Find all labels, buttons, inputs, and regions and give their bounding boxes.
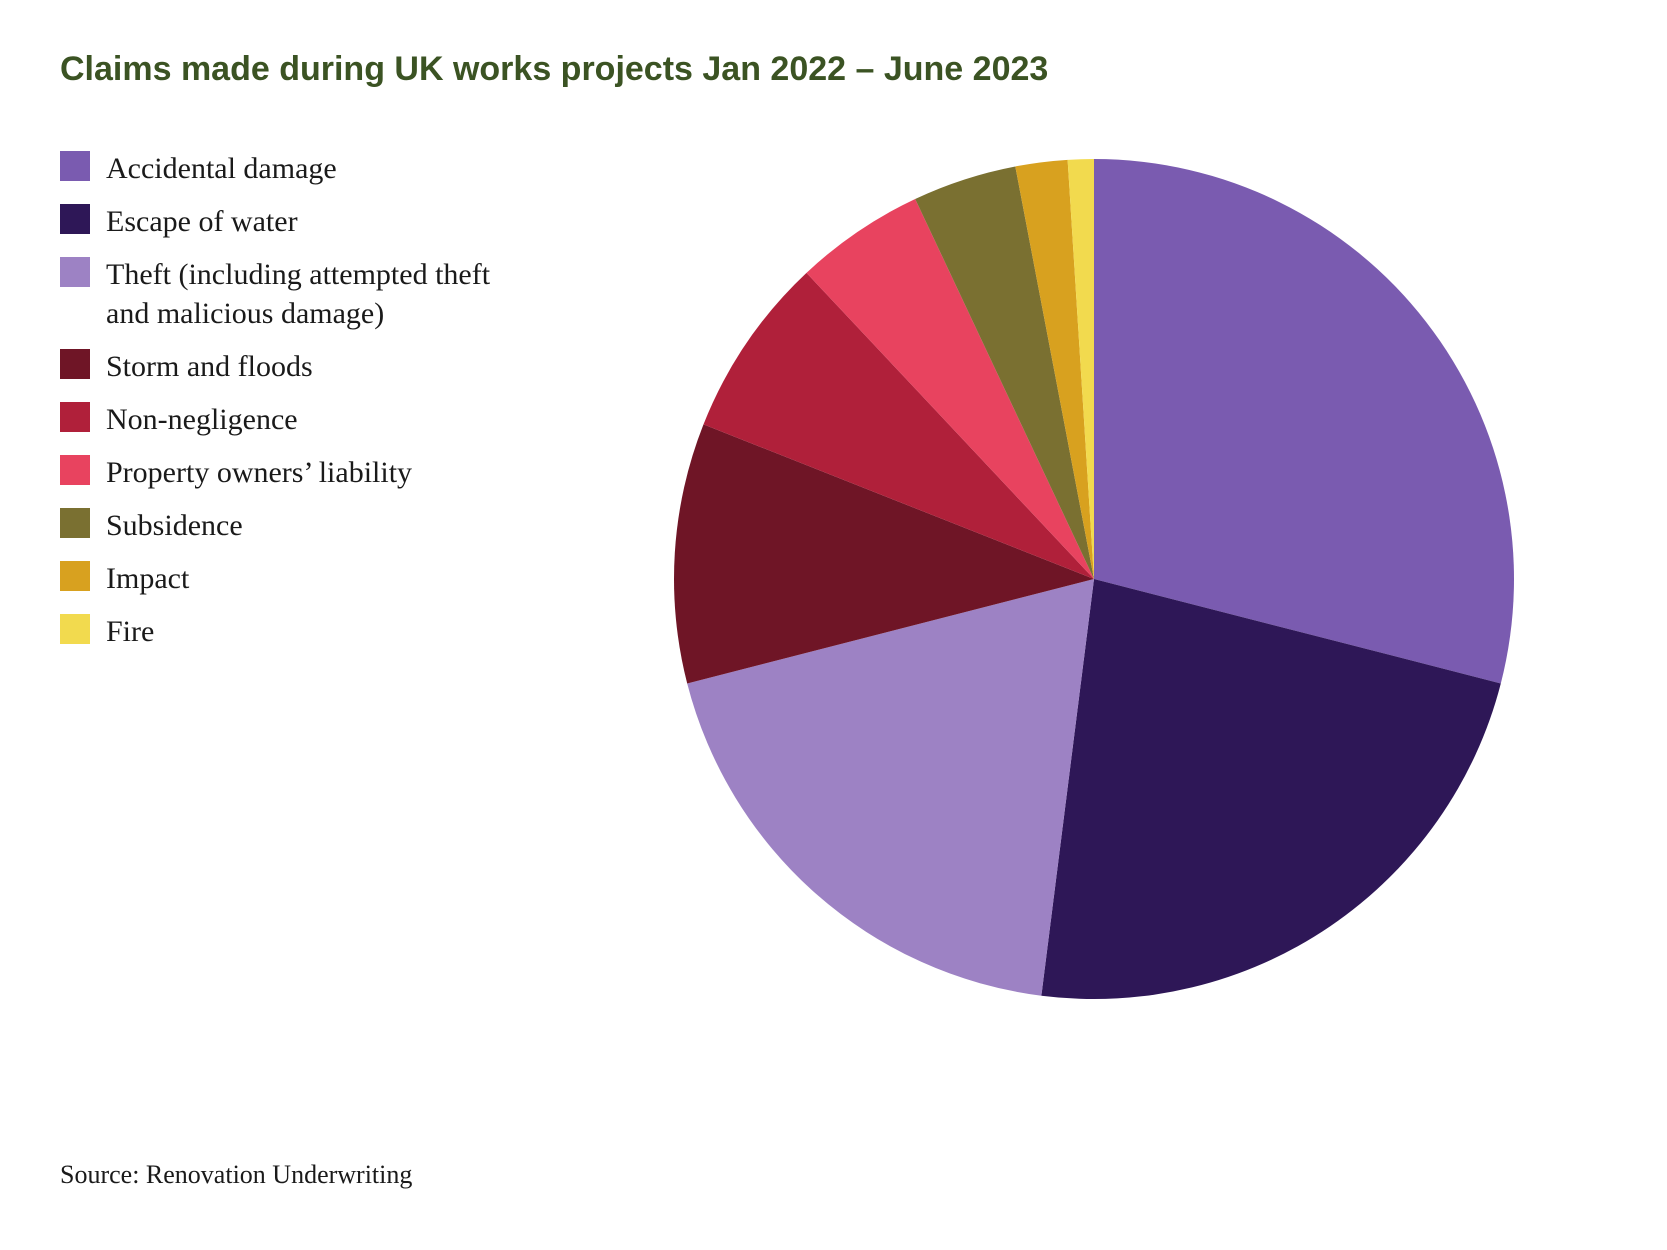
legend-swatch (60, 204, 90, 234)
legend-swatch (60, 561, 90, 591)
pie-container (580, 129, 1607, 1019)
legend-label: Theft (including attempted theft and mal… (106, 255, 520, 333)
legend-item: Theft (including attempted theft and mal… (60, 255, 520, 333)
legend-item: Escape of water (60, 202, 520, 241)
legend-item: Property owners’ liability (60, 453, 520, 492)
legend-swatch (60, 614, 90, 644)
chart-content: Accidental damage Escape of water Theft (i… (60, 129, 1607, 1019)
legend-item: Subsidence (60, 506, 520, 545)
legend-label: Subsidence (106, 506, 243, 545)
legend: Accidental damage Escape of water Theft (i… (60, 129, 520, 651)
legend-item: Fire (60, 612, 520, 651)
legend-swatch (60, 349, 90, 379)
pie-chart (654, 139, 1534, 1019)
legend-swatch (60, 257, 90, 287)
legend-label: Impact (106, 559, 189, 598)
legend-swatch (60, 402, 90, 432)
legend-label: Fire (106, 612, 154, 651)
legend-label: Escape of water (106, 202, 298, 241)
legend-swatch (60, 151, 90, 181)
legend-swatch (60, 508, 90, 538)
legend-label: Property owners’ liability (106, 453, 412, 492)
legend-item: Non-negligence (60, 400, 520, 439)
legend-item: Impact (60, 559, 520, 598)
legend-swatch (60, 455, 90, 485)
source-attribution: Source: Renovation Underwriting (60, 1160, 412, 1190)
legend-label: Non-negligence (106, 400, 298, 439)
legend-label: Accidental damage (106, 149, 337, 188)
chart-title: Claims made during UK works projects Jan… (60, 50, 1607, 89)
legend-label: Storm and floods (106, 347, 313, 386)
legend-item: Accidental damage (60, 149, 520, 188)
legend-item: Storm and floods (60, 347, 520, 386)
